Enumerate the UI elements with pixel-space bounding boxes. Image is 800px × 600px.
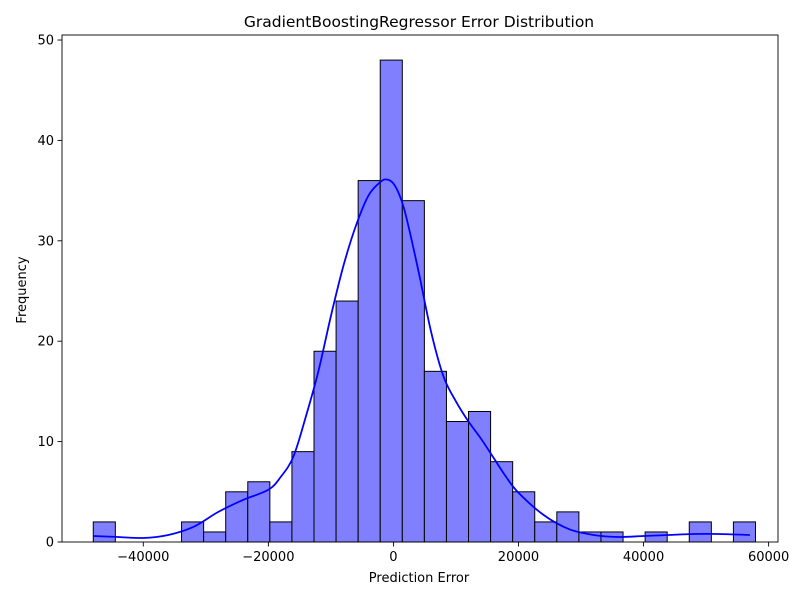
histogram-bar (401, 200, 425, 543)
histogram-bar (181, 521, 205, 543)
x-tick-label: 0 (389, 550, 397, 565)
histogram-bar (313, 350, 337, 543)
histogram-bar (92, 521, 116, 543)
histogram-bar (468, 410, 492, 543)
histogram-bar (445, 421, 470, 543)
histogram-bar (291, 451, 315, 543)
histogram-bar (732, 521, 756, 543)
histogram-bar (269, 521, 293, 543)
x-axis: −40000 −20000 0 20000 40000 60000 (117, 542, 789, 565)
x-tick-label: −20000 (242, 550, 294, 565)
y-tick-label: 50 (37, 34, 54, 49)
histogram-bar (357, 180, 381, 543)
chart-title: GradientBoostingRegressor Error Distribu… (244, 13, 594, 31)
x-tick-label: −40000 (117, 550, 169, 565)
histogram-bar (688, 521, 712, 543)
histogram-bar (534, 521, 558, 543)
histogram-bar (335, 300, 359, 543)
y-tick-label: 20 (37, 335, 54, 350)
y-tick-label: 10 (37, 435, 54, 450)
y-axis-label: Frequency (15, 256, 30, 323)
histogram-bar (203, 531, 227, 543)
x-axis-label: Prediction Error (369, 571, 470, 586)
histogram-bar (490, 461, 514, 543)
histogram-bar (423, 370, 447, 543)
histogram-bar (644, 531, 668, 543)
x-tick-label: 20000 (498, 550, 539, 565)
y-axis: 0 10 20 30 40 50 (37, 34, 62, 551)
y-tick-label: 30 (37, 234, 54, 249)
y-tick-label: 40 (37, 134, 54, 149)
histogram-bar (512, 491, 536, 543)
histogram-bar (556, 511, 580, 543)
x-tick-label: 60000 (748, 550, 789, 565)
plot-frame (61, 34, 779, 543)
x-tick-label: 40000 (623, 550, 664, 565)
histogram-bar (379, 59, 403, 543)
y-tick-label: 0 (46, 536, 54, 551)
kde-curve (93, 178, 750, 539)
